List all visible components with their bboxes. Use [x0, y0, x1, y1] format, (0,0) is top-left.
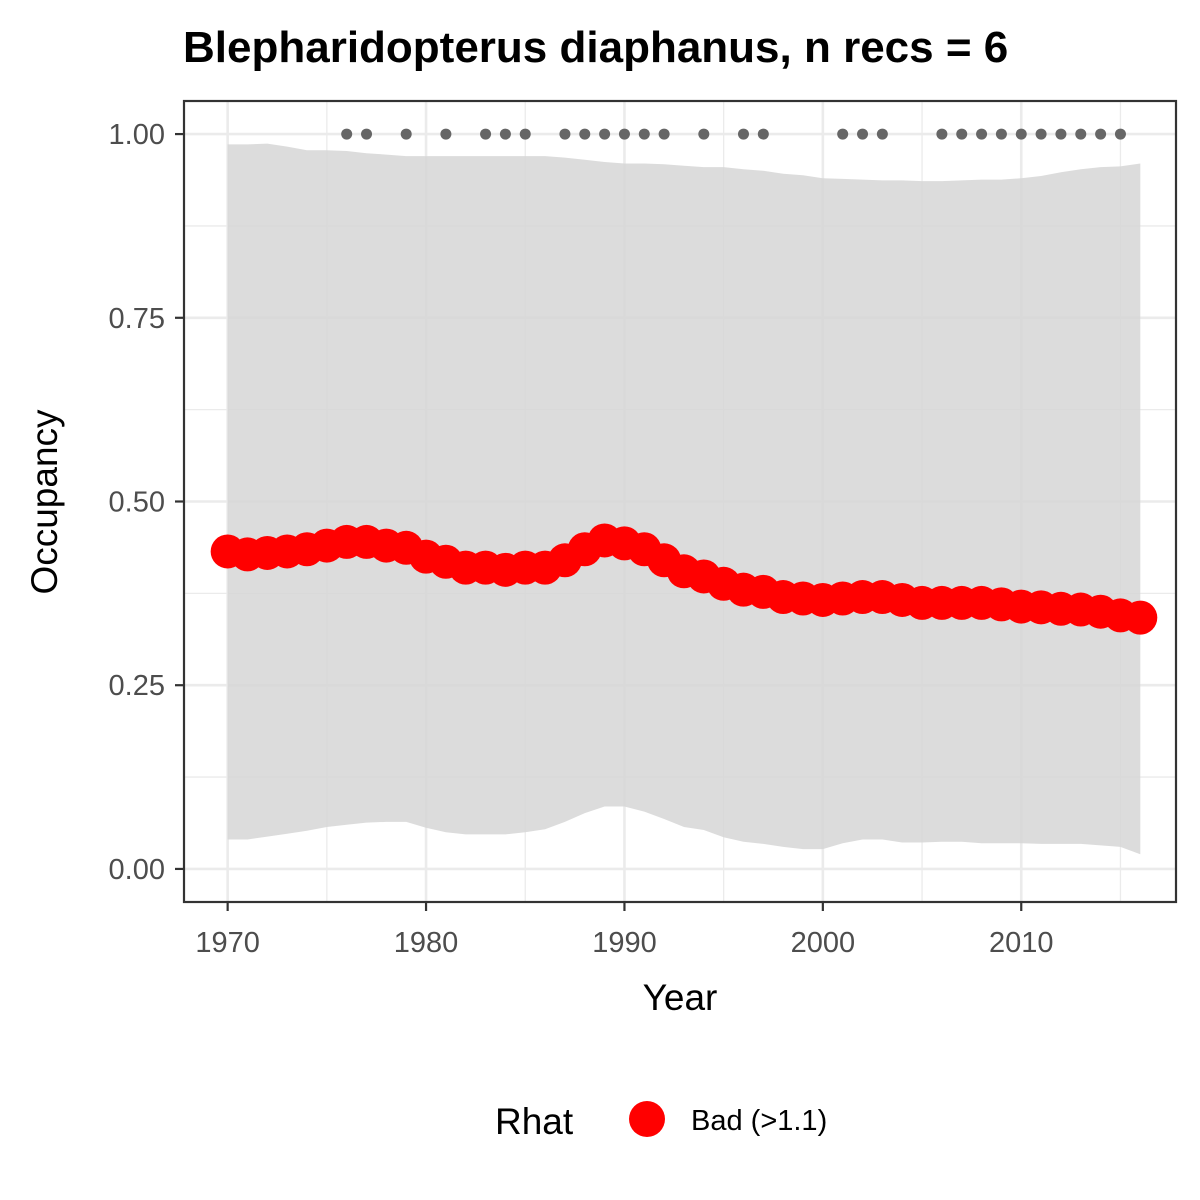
record-marker [1055, 128, 1067, 140]
record-marker [440, 128, 452, 140]
record-marker [638, 128, 650, 140]
record-marker [698, 128, 710, 140]
record-marker [837, 128, 849, 140]
credible-interval-ribbon [227, 143, 1141, 855]
record-marker [936, 128, 948, 140]
y-tick-label: 0.25 [109, 670, 165, 702]
occupancy-point [1123, 600, 1158, 635]
x-tick-label: 1970 [195, 927, 260, 959]
record-marker [341, 128, 353, 140]
record-marker [757, 128, 769, 140]
record-markers [341, 128, 1126, 140]
x-tick-label: 1980 [394, 927, 459, 959]
record-marker [956, 128, 968, 140]
x-tick-label: 2010 [989, 927, 1054, 959]
legend-key-bad [629, 1101, 665, 1137]
record-marker [599, 128, 611, 140]
x-tick-label: 2000 [791, 927, 856, 959]
record-marker [995, 128, 1007, 140]
record-marker [618, 128, 630, 140]
record-marker [1075, 128, 1087, 140]
y-tick-label: 1.00 [109, 119, 165, 151]
record-marker [1015, 128, 1027, 140]
x-axis-title: Year [643, 977, 718, 1018]
record-marker [519, 128, 531, 140]
y-tick-label: 0.00 [109, 854, 165, 886]
record-marker [579, 128, 591, 140]
record-marker [361, 128, 373, 140]
legend-title: Rhat [495, 1101, 574, 1142]
record-marker [559, 128, 571, 140]
plot-panel [182, 99, 1178, 904]
record-marker [400, 128, 412, 140]
legend-label-bad: Bad (>1.1) [691, 1105, 827, 1137]
record-marker [876, 128, 888, 140]
record-marker [857, 128, 869, 140]
record-marker [499, 128, 511, 140]
chart-title: Blepharidopterus diaphanus, n recs = 6 [183, 23, 1008, 72]
record-marker [1095, 128, 1107, 140]
legend: Rhat Bad (>1.1) [495, 1101, 827, 1142]
record-marker [976, 128, 988, 140]
x-tick-label: 1990 [592, 927, 657, 959]
y-tick-label: 0.50 [109, 487, 165, 519]
y-axis-title: Occupancy [24, 409, 65, 595]
record-marker [658, 128, 670, 140]
record-marker [1035, 128, 1047, 140]
y-tick-label: 0.75 [109, 303, 165, 335]
occupancy-points [210, 523, 1158, 635]
y-axis: 0.00 0.25 0.50 0.75 1.00 [109, 119, 184, 886]
record-marker [480, 128, 492, 140]
x-axis: 1970 1980 1990 2000 2010 [195, 902, 1054, 959]
record-marker [1114, 128, 1126, 140]
record-marker [737, 128, 749, 140]
